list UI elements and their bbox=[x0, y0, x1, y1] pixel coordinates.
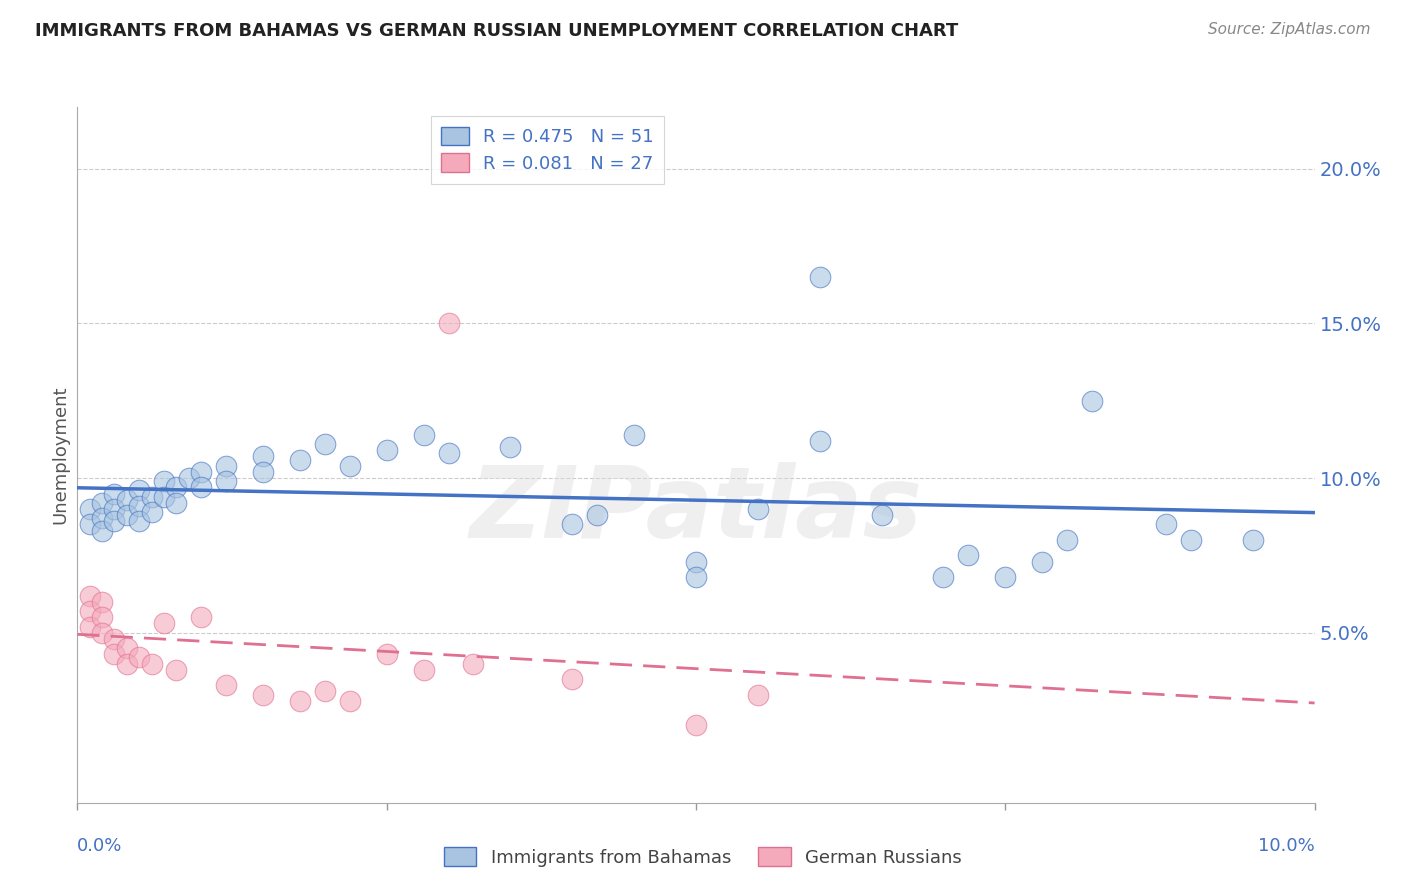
Point bbox=[808, 434, 831, 448]
Point bbox=[252, 450, 274, 464]
Text: 0.0%: 0.0% bbox=[77, 837, 122, 855]
Point bbox=[115, 492, 138, 507]
Text: 10.0%: 10.0% bbox=[1258, 837, 1315, 855]
Point bbox=[79, 502, 101, 516]
Point bbox=[79, 517, 101, 532]
Point bbox=[153, 490, 176, 504]
Point bbox=[463, 657, 485, 671]
Point bbox=[561, 517, 583, 532]
Point bbox=[375, 443, 398, 458]
Point bbox=[1031, 555, 1053, 569]
Point bbox=[215, 474, 238, 488]
Point bbox=[141, 657, 163, 671]
Legend: R = 0.475   N = 51, R = 0.081   N = 27: R = 0.475 N = 51, R = 0.081 N = 27 bbox=[430, 116, 665, 184]
Point bbox=[437, 317, 460, 331]
Point bbox=[339, 458, 361, 473]
Point bbox=[215, 458, 238, 473]
Point bbox=[91, 595, 114, 609]
Point bbox=[141, 490, 163, 504]
Point bbox=[190, 465, 212, 479]
Point bbox=[103, 486, 125, 500]
Point bbox=[412, 663, 434, 677]
Point bbox=[375, 648, 398, 662]
Point bbox=[91, 511, 114, 525]
Point bbox=[165, 496, 187, 510]
Point bbox=[128, 650, 150, 665]
Point bbox=[115, 508, 138, 523]
Text: IMMIGRANTS FROM BAHAMAS VS GERMAN RUSSIAN UNEMPLOYMENT CORRELATION CHART: IMMIGRANTS FROM BAHAMAS VS GERMAN RUSSIA… bbox=[35, 22, 959, 40]
Point bbox=[1056, 533, 1078, 547]
Point bbox=[103, 632, 125, 646]
Point bbox=[870, 508, 893, 523]
Point bbox=[1241, 533, 1264, 547]
Point bbox=[165, 663, 187, 677]
Point bbox=[128, 499, 150, 513]
Point bbox=[808, 270, 831, 285]
Point bbox=[561, 672, 583, 686]
Point bbox=[747, 688, 769, 702]
Point bbox=[994, 570, 1017, 584]
Point bbox=[623, 427, 645, 442]
Point bbox=[437, 446, 460, 460]
Point bbox=[103, 515, 125, 529]
Point bbox=[190, 610, 212, 624]
Point bbox=[314, 684, 336, 698]
Point bbox=[177, 471, 200, 485]
Point bbox=[288, 452, 311, 467]
Point bbox=[165, 480, 187, 494]
Point bbox=[141, 505, 163, 519]
Point bbox=[91, 610, 114, 624]
Legend: Immigrants from Bahamas, German Russians: Immigrants from Bahamas, German Russians bbox=[437, 840, 969, 874]
Point bbox=[79, 604, 101, 618]
Point bbox=[747, 502, 769, 516]
Point bbox=[685, 570, 707, 584]
Text: ZIPatlas: ZIPatlas bbox=[470, 462, 922, 559]
Text: Source: ZipAtlas.com: Source: ZipAtlas.com bbox=[1208, 22, 1371, 37]
Point bbox=[586, 508, 609, 523]
Point bbox=[957, 549, 980, 563]
Point bbox=[499, 440, 522, 454]
Point bbox=[153, 616, 176, 631]
Point bbox=[1180, 533, 1202, 547]
Point bbox=[685, 718, 707, 732]
Point bbox=[932, 570, 955, 584]
Point bbox=[91, 625, 114, 640]
Point bbox=[215, 678, 238, 692]
Point bbox=[128, 483, 150, 498]
Point bbox=[190, 480, 212, 494]
Point bbox=[128, 515, 150, 529]
Point bbox=[252, 688, 274, 702]
Y-axis label: Unemployment: Unemployment bbox=[51, 385, 69, 524]
Point bbox=[103, 648, 125, 662]
Point bbox=[79, 619, 101, 633]
Point bbox=[91, 524, 114, 538]
Point bbox=[412, 427, 434, 442]
Point bbox=[103, 502, 125, 516]
Point bbox=[1081, 393, 1104, 408]
Point bbox=[1154, 517, 1177, 532]
Point bbox=[115, 641, 138, 656]
Point bbox=[252, 465, 274, 479]
Point bbox=[685, 555, 707, 569]
Point bbox=[339, 694, 361, 708]
Point bbox=[314, 437, 336, 451]
Point bbox=[79, 589, 101, 603]
Point bbox=[115, 657, 138, 671]
Point bbox=[288, 694, 311, 708]
Point bbox=[91, 496, 114, 510]
Point bbox=[153, 474, 176, 488]
